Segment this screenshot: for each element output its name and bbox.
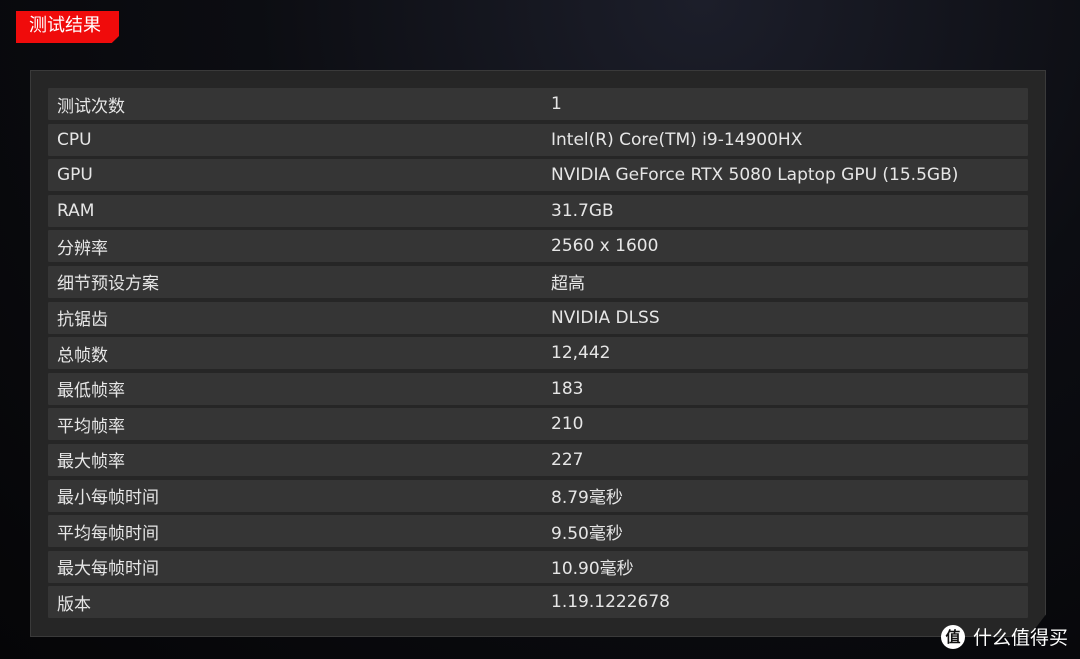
- results-panel: 测试次数 1 CPU Intel(R) Core(TM) i9-14900HX GPU N…: [30, 70, 1046, 637]
- row-label: 最大每帧时间: [57, 559, 159, 580]
- table-row: 平均帧率 210: [48, 408, 1028, 441]
- table-row: 最大每帧时间 10.90毫秒: [48, 550, 1028, 583]
- row-label: RAM: [57, 200, 95, 221]
- table-row: 分辨率 2560 x 1600: [48, 230, 1028, 263]
- section-title: 测试结果: [16, 11, 119, 43]
- row-label: CPU: [57, 129, 92, 150]
- table-row: 抗锯齿 NVIDIA DLSS: [48, 301, 1028, 334]
- row-value: 12,442: [551, 343, 611, 364]
- row-value: 210: [551, 414, 584, 435]
- row-value: 2560 x 1600: [551, 236, 659, 257]
- table-row: 平均每帧时间 9.50毫秒: [48, 515, 1028, 548]
- table-row: 总帧数 12,442: [48, 337, 1028, 370]
- table-row: GPU NVIDIA GeForce RTX 5080 Laptop GPU (1…: [48, 159, 1028, 192]
- row-label: 最大帧率: [57, 452, 125, 473]
- table-row: CPU Intel(R) Core(TM) i9-14900HX: [48, 123, 1028, 156]
- row-label: 细节预设方案: [57, 274, 159, 295]
- row-label: 总帧数: [57, 345, 108, 366]
- row-value: 8.79毫秒: [551, 488, 623, 509]
- zhi-logo-icon: 值: [940, 624, 965, 649]
- row-label: 抗锯齿: [57, 310, 108, 331]
- row-value: Intel(R) Core(TM) i9-14900HX: [551, 129, 803, 150]
- row-label: 平均帧率: [57, 416, 125, 437]
- row-value: 183: [551, 378, 584, 399]
- table-row: RAM 31.7GB: [48, 194, 1028, 227]
- row-label: 测试次数: [57, 96, 125, 117]
- table-row: 最大帧率 227: [48, 443, 1028, 476]
- table-row: 版本 1.19.1222678: [48, 586, 1028, 619]
- row-value: 227: [551, 449, 584, 470]
- row-value: NVIDIA DLSS: [551, 307, 660, 328]
- row-value: 超高: [551, 274, 585, 295]
- table-row: 最小每帧时间 8.79毫秒: [48, 479, 1028, 512]
- row-value: 1.19.1222678: [551, 592, 670, 613]
- table-row: 细节预设方案 超高: [48, 265, 1028, 298]
- results-table: 测试次数 1 CPU Intel(R) Core(TM) i9-14900HX GPU N…: [48, 88, 1028, 622]
- row-value: 1: [551, 94, 562, 114]
- row-value: 9.50毫秒: [551, 523, 623, 544]
- row-label: 平均每帧时间: [57, 523, 159, 544]
- row-value: NVIDIA GeForce RTX 5080 Laptop GPU (15.5…: [551, 165, 959, 186]
- row-label: GPU: [57, 165, 93, 186]
- table-row: 测试次数 1: [48, 88, 1028, 120]
- row-label: 版本: [57, 594, 91, 615]
- row-label: 分辨率: [57, 238, 108, 259]
- watermark: 值 什么值得买: [940, 623, 1068, 650]
- row-value: 10.90毫秒: [551, 559, 634, 580]
- watermark-text: 什么值得买: [972, 627, 1068, 649]
- table-row: 最低帧率 183: [48, 372, 1028, 405]
- row-label: 最小每帧时间: [57, 488, 159, 509]
- row-label: 最低帧率: [57, 381, 125, 402]
- row-value: 31.7GB: [551, 200, 614, 221]
